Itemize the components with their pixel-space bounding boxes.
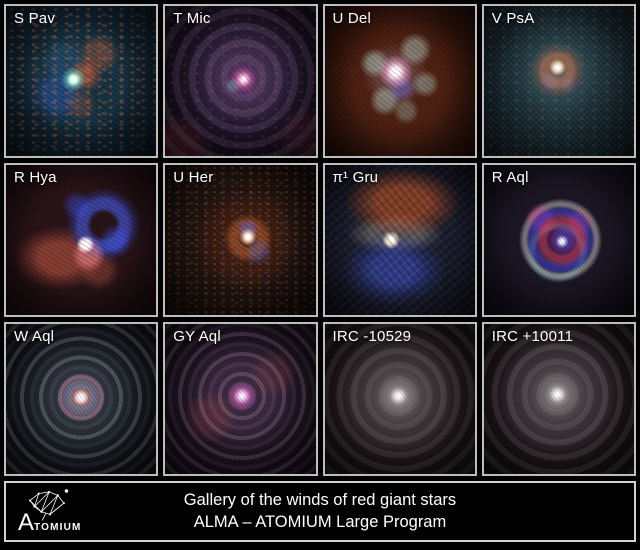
star-label-v-psa: V PsA xyxy=(491,10,535,27)
star-label-r-hya: R Hya xyxy=(14,169,57,186)
star-label-irc-plus-10011: IRC +10011 xyxy=(491,328,574,345)
panel-irc-10529: IRC -10529 xyxy=(322,322,477,476)
panel-pi1-gru: π¹ Gru xyxy=(322,163,477,317)
star-label-t-mic: T Mic xyxy=(173,10,211,27)
star-image-s-pav xyxy=(6,6,157,156)
star-image-v-psa xyxy=(483,6,634,156)
star-image-w-aql xyxy=(6,324,157,474)
caption-text: Gallery of the winds of red giant stars … xyxy=(6,489,634,533)
star-label-u-del: U Del xyxy=(332,10,372,27)
star-panel-grid: S Pav T Mic U Del V PsA R Hya U Her π¹ G… xyxy=(4,4,636,476)
star-image-gy-aql xyxy=(165,324,316,474)
star-label-w-aql: W Aql xyxy=(14,328,55,345)
panel-u-del: U Del xyxy=(322,4,477,158)
star-image-u-del xyxy=(324,6,475,156)
star-image-r-aql xyxy=(483,165,634,315)
star-label-u-her: U Her xyxy=(173,169,214,186)
panel-t-mic: T Mic xyxy=(163,4,318,158)
star-image-r-hya xyxy=(6,165,157,315)
atomium-logo: ATOMIUM xyxy=(18,486,128,537)
radio-dish-icon xyxy=(29,489,69,521)
star-image-irc-10529 xyxy=(324,324,475,474)
star-image-t-mic xyxy=(165,6,316,156)
star-image-pi1-gru xyxy=(324,165,475,315)
star-label-s-pav: S Pav xyxy=(14,10,56,27)
panel-r-hya: R Hya xyxy=(4,163,159,317)
caption-line-1: Gallery of the winds of red giant stars xyxy=(183,491,457,509)
star-label-pi1-gru: π¹ Gru xyxy=(332,169,379,186)
logo-initial: A xyxy=(18,509,35,536)
logo-wordmark: ATOMIUM xyxy=(18,509,128,537)
panel-gy-aql: GY Aql xyxy=(163,322,318,476)
panel-r-aql: R Aql xyxy=(481,163,636,317)
star-label-gy-aql: GY Aql xyxy=(173,328,221,345)
caption-bar: ATOMIUM Gallery of the winds of red gian… xyxy=(4,481,636,542)
panel-v-psa: V PsA xyxy=(481,4,636,158)
star-image-irc-plus-10011 xyxy=(483,324,634,474)
star-label-r-aql: R Aql xyxy=(491,169,529,186)
panel-u-her: U Her xyxy=(163,163,318,317)
caption-line-2: ALMA – ATOMIUM Large Program xyxy=(193,513,447,531)
star-label-irc-10529: IRC -10529 xyxy=(332,328,412,345)
star-image-u-her xyxy=(165,165,316,315)
logo-rest: TOMIUM xyxy=(34,522,82,533)
panel-s-pav: S Pav xyxy=(4,4,159,158)
panel-irc-plus-10011: IRC +10011 xyxy=(481,322,636,476)
panel-w-aql: W Aql xyxy=(4,322,159,476)
